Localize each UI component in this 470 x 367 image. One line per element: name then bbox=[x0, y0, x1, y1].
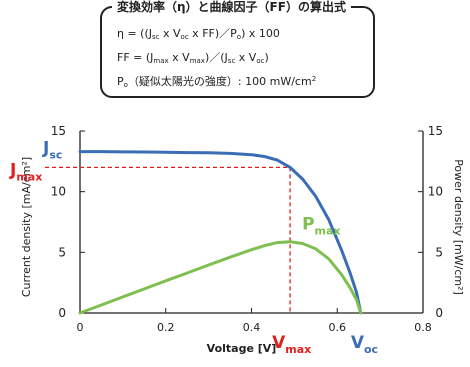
jsc-label: Jsc bbox=[42, 139, 62, 162]
x-tick-label: 0.6 bbox=[329, 321, 347, 334]
y-tick-label: 15 bbox=[51, 124, 66, 138]
y-tick-label: 10 bbox=[51, 185, 66, 199]
y2-axis-title: Power density [mW/cm²] bbox=[452, 159, 465, 295]
x-tick-label: 0 bbox=[77, 321, 84, 334]
y2-tick-label: 10 bbox=[428, 185, 443, 199]
power-density-curve bbox=[78, 240, 363, 315]
x-tick-label: 0.4 bbox=[243, 321, 261, 334]
y2-tick-label: 0 bbox=[435, 306, 443, 320]
formula-title: 変換効率（η）と曲線因子（FF）の算出式 bbox=[112, 0, 351, 14]
fill-factor-formula: FF = (Jmax x Vmax)／(Jsc x Voc) bbox=[117, 51, 269, 65]
jmax-label: Jmax bbox=[9, 160, 42, 183]
x-tick-label: 0.2 bbox=[157, 321, 175, 334]
annotation-lines bbox=[45, 166, 291, 313]
current-density-curve bbox=[78, 150, 363, 315]
pmax-label: Pmax bbox=[302, 215, 340, 238]
efficiency-formula: η = ((Jsc x Voc x FF)／Po) x 100 bbox=[117, 27, 280, 41]
y-tick-label: 0 bbox=[58, 306, 66, 320]
y-tick-label: 5 bbox=[58, 245, 66, 259]
chart-series bbox=[78, 150, 363, 315]
y2-tick-label: 15 bbox=[428, 124, 443, 138]
vmax-label: Vmax bbox=[272, 333, 311, 356]
x-tick-label: 0.8 bbox=[414, 321, 432, 334]
y2-tick-label: 5 bbox=[435, 245, 443, 259]
voc-label: Voc bbox=[351, 333, 378, 356]
x-axis-title: Voltage [V] bbox=[207, 342, 277, 355]
y-axis-title: Current density [mA/cm²] bbox=[20, 157, 33, 297]
light-intensity-note: Po（疑似太陽光の強度）: 100 mW/cm2 bbox=[117, 75, 317, 89]
